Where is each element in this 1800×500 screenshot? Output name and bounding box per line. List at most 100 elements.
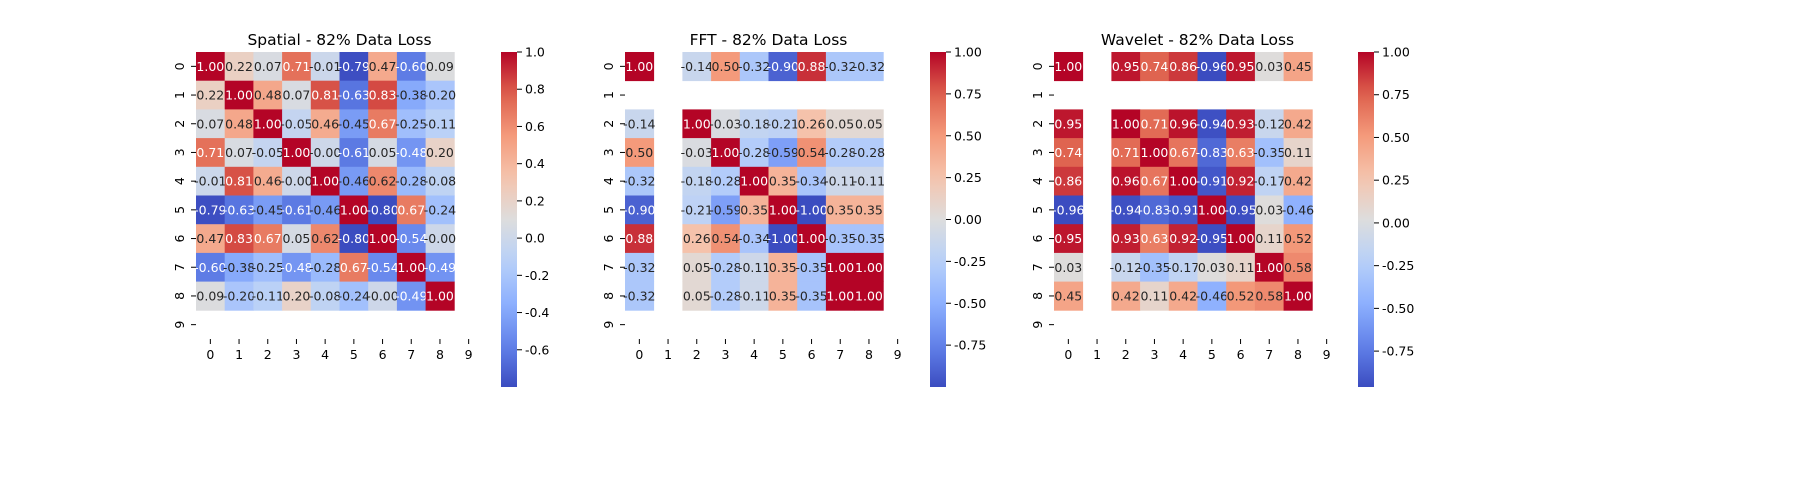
colorbar: 1.0 0.8 0.6 0.4 0.2 0.0 -0.2 -0.4 -0.6 — [501, 45, 549, 387]
cell-r4-c3 — [282, 166, 312, 196]
x-tick-label: 9 — [1323, 347, 1331, 362]
cell-label-r8-c3: -0.28 — [709, 288, 741, 303]
heatmap-title: Wavelet - 82% Data Loss — [1101, 31, 1294, 49]
cell-r3-c6 — [368, 138, 398, 168]
cell-label-r6-c6: 1.00 — [1227, 231, 1255, 246]
x-tick-label: 8 — [436, 347, 444, 362]
cell-r3-c8 — [1283, 138, 1313, 168]
cell-label-r4-c7: -0.17 — [1253, 174, 1285, 189]
y-tick-label: 2 — [1030, 120, 1045, 128]
cell-label-r5-c5: 1.00 — [340, 202, 368, 217]
cell-label-r7-c8: 1.00 — [855, 260, 883, 275]
cell-r8-c2 — [1111, 281, 1141, 311]
heatmap-cells: 1.00 0.95 0.74 0.86-0.960.95 0.03 0.450.95 1.0… — [1052, 52, 1314, 311]
cell-label-r8-c7: -0.49 — [395, 288, 427, 303]
cell-label-r7-c2: -0.25 — [252, 260, 284, 275]
cell-r7-c4 — [1168, 252, 1198, 282]
cell-r0-c4 — [739, 52, 769, 82]
cell-label-r7-c1: -0.38 — [223, 260, 255, 275]
cell-r6-c6 — [797, 224, 827, 254]
cell-r2-c7 — [396, 109, 426, 139]
colorbar-tick-label: 0.25 — [954, 170, 982, 185]
x-tick-label: 6 — [1237, 347, 1245, 362]
x-tick-label: 1 — [664, 347, 672, 362]
cell-label-r2-c4: 0.96 — [1169, 116, 1197, 131]
cell-label-r2-c0: -0.14 — [623, 116, 655, 131]
y-tick-label: 2 — [172, 120, 187, 128]
cell-label-r3-c4: 0.67 — [1169, 145, 1197, 160]
colorbar-tick-label: 0.8 — [525, 82, 545, 97]
cell-r3-c4 — [310, 138, 340, 168]
cell-label-r2-c5: -0.94 — [1196, 116, 1228, 131]
cell-label-r6-c0: 0.88 — [625, 231, 653, 246]
x-tick-label: 6 — [379, 347, 387, 362]
cell-r0-c6 — [797, 52, 827, 82]
cell-r2-c2 — [1111, 109, 1141, 139]
cell-r5-c7 — [825, 195, 855, 225]
colorbar: 1.00 0.75 0.50 0.25 0.00 -0.25 -0.50 -0.75 — [930, 45, 986, 387]
cell-r6-c5 — [339, 224, 369, 254]
cell-label-r0-c5: -0.96 — [1196, 59, 1228, 74]
cell-r0-c7 — [1254, 52, 1284, 82]
cell-r6-c4 — [310, 224, 340, 254]
colorbar-tick-label: 1.00 — [1382, 45, 1410, 60]
cell-r8-c3 — [711, 281, 741, 311]
cell-r4-c7 — [396, 166, 426, 196]
cell-label-r4-c1: 0.81 — [225, 174, 253, 189]
cell-label-r0-c4: 0.86 — [1169, 59, 1197, 74]
cell-r5-c2 — [253, 195, 283, 225]
cell-r6-c2 — [253, 224, 283, 254]
cell-label-r0-c8: 0.09 — [426, 59, 454, 74]
cell-label-r7-c0: -0.60 — [194, 260, 226, 275]
cell-r6-c4 — [739, 224, 769, 254]
cell-r4-c3 — [711, 166, 741, 196]
y-tick-label: 5 — [172, 206, 187, 214]
colorbar-tick-label: 0.2 — [525, 193, 545, 208]
cell-label-r6-c8: -0.00 — [424, 231, 456, 246]
cell-label-r8-c6: -0.35 — [795, 288, 827, 303]
cell-r7-c5 — [768, 252, 798, 282]
cell-r3-c0 — [625, 138, 655, 168]
cell-label-r3-c6: 0.63 — [1227, 145, 1255, 160]
cell-label-r3-c4: -0.00 — [309, 145, 341, 160]
cell-label-r2-c3: -0.03 — [709, 116, 741, 131]
cell-label-r0-c2: 0.07 — [254, 59, 282, 74]
cell-label-r8-c2: 0.42 — [1112, 288, 1140, 303]
cell-r2-c2 — [253, 109, 283, 139]
cell-r0-c3 — [282, 52, 312, 82]
cell-label-r6-c6: 1.00 — [798, 231, 826, 246]
cell-r5-c3 — [1140, 195, 1170, 225]
cell-label-r2-c4: 0.46 — [311, 116, 339, 131]
cell-r2-c0 — [196, 109, 226, 139]
cell-label-r5-c5: 1.00 — [1198, 202, 1226, 217]
y-tick-label: 9 — [1030, 321, 1045, 329]
cell-label-r0-c3: 0.50 — [712, 59, 740, 74]
cell-r8-c5 — [768, 281, 798, 311]
cell-label-r1-c5: -0.63 — [338, 88, 370, 103]
cell-label-r8-c5: -0.46 — [1196, 288, 1228, 303]
cell-label-r4-c7: -0.28 — [395, 174, 427, 189]
cell-r4-c4 — [739, 166, 769, 196]
cell-label-r4-c8: -0.08 — [424, 174, 456, 189]
cell-label-r2-c8: 0.42 — [1284, 116, 1312, 131]
cell-label-r3-c5: -0.61 — [338, 145, 370, 160]
cell-r0-c6 — [1226, 52, 1256, 82]
cell-label-r2-c2: 1.00 — [254, 116, 282, 131]
cell-label-r0-c4: -0.32 — [738, 59, 770, 74]
y-tick-label: 7 — [1030, 263, 1045, 271]
cell-label-r1-c2: 0.48 — [254, 88, 282, 103]
x-tick-label: 3 — [721, 347, 729, 362]
cell-label-r1-c1: 1.00 — [225, 88, 253, 103]
cell-r6-c6 — [1226, 224, 1256, 254]
cell-r6-c7 — [825, 224, 855, 254]
heatmap-cells: 1.00 -0.140.50-0.32-0.900.88-0.32-0.32-0.… — [623, 52, 885, 311]
cell-r1-c7 — [396, 80, 426, 110]
cell-r3-c5 — [339, 138, 369, 168]
cell-label-r7-c5: 0.03 — [1198, 260, 1226, 275]
cell-label-r5-c4: -0.91 — [1167, 202, 1199, 217]
cell-r8-c7 — [1254, 281, 1284, 311]
cell-r3-c4 — [1168, 138, 1198, 168]
cell-label-r7-c4: -0.28 — [309, 260, 341, 275]
cell-r7-c8 — [1283, 252, 1313, 282]
